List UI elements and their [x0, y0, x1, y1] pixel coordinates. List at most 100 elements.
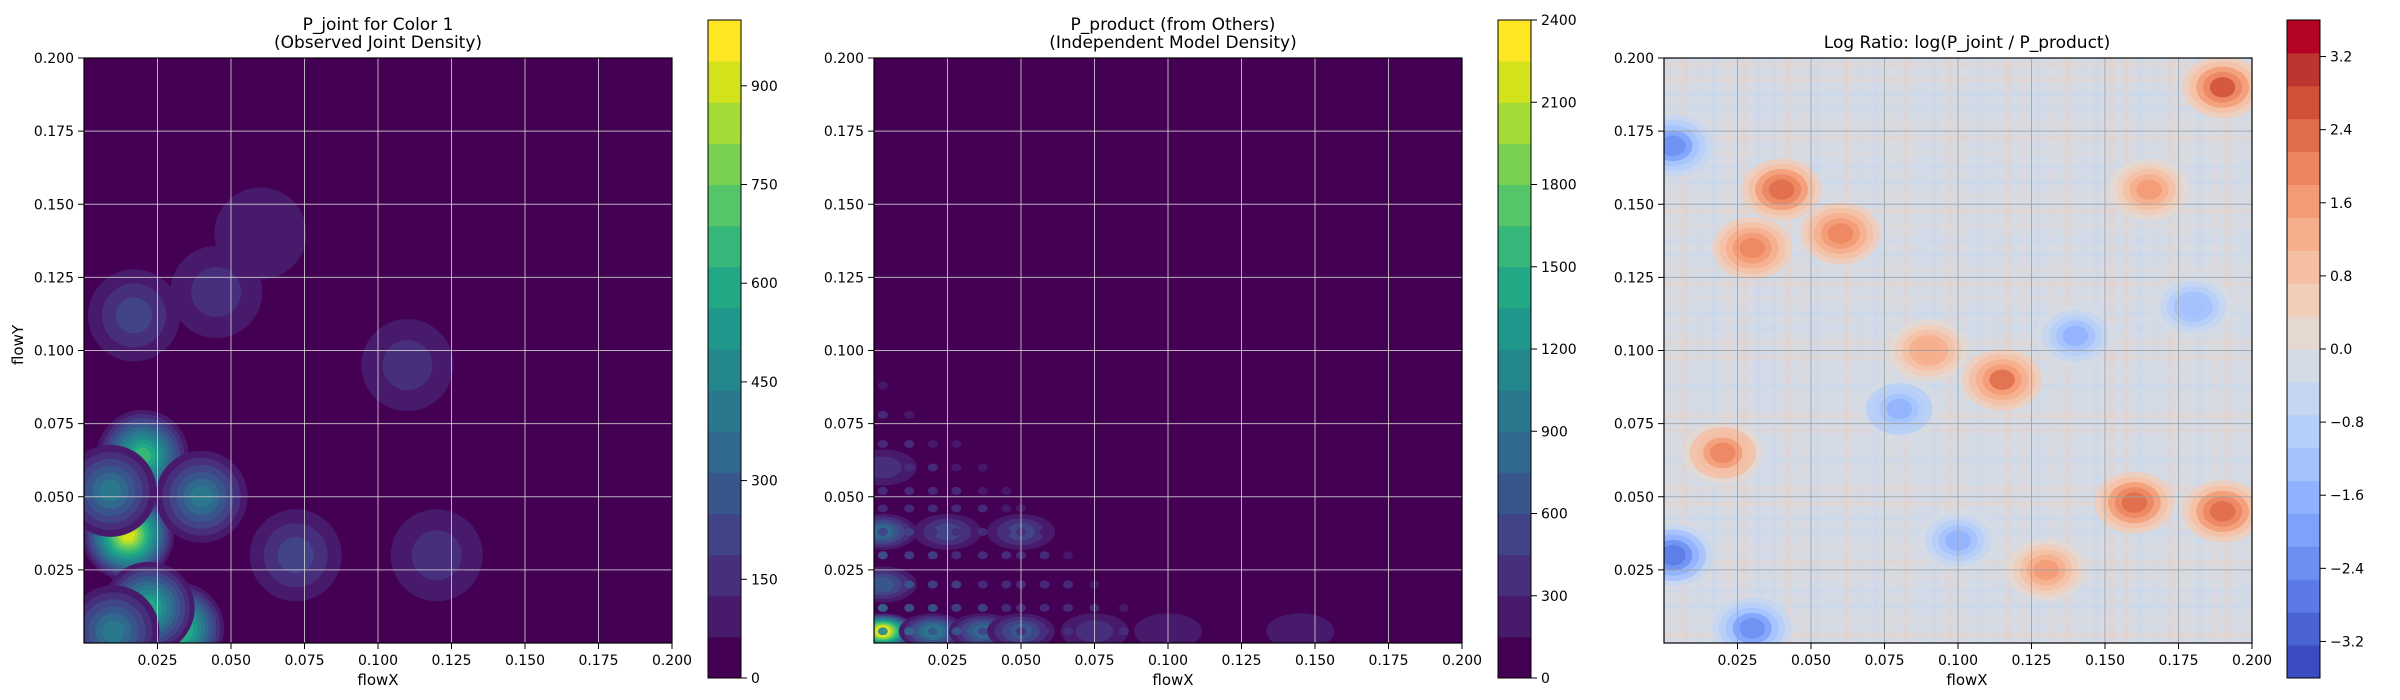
y-tick-label: 0.075: [34, 417, 74, 433]
y-tick-label: 0.175: [1614, 124, 1654, 140]
chart-title: P_product (from Others): [1071, 15, 1276, 35]
colorbar-tick-label: 0.8: [2330, 269, 2352, 285]
colorbar-band: [2287, 184, 2320, 218]
colorbar-band: [1498, 266, 1531, 309]
x-tick-label: 0.125: [431, 653, 471, 669]
density-peak: [390, 509, 483, 602]
x-tick-label: 0.125: [2011, 653, 2051, 669]
x-tick-label: 0.025: [137, 653, 177, 669]
colorbar-tick-label: 2400: [1541, 13, 1577, 29]
colorbar-band: [2287, 151, 2320, 185]
colorbar-band: [2287, 118, 2320, 153]
colorbar-tick-label: 3.2: [2330, 50, 2352, 66]
product-grid-pattern: [877, 381, 1173, 636]
colorbar-band: [2287, 316, 2320, 350]
positive-region: [2182, 58, 2252, 119]
y-tick-label: 0.050: [824, 490, 864, 506]
density-cell: [951, 486, 962, 495]
x-tick-label: 0.075: [284, 653, 324, 669]
density-cell: [1039, 627, 1050, 636]
colorbar-band: [1498, 20, 1531, 62]
density-peak: [214, 187, 307, 280]
positive-region: [2182, 480, 2252, 543]
colorbar-tick-label: −1.6: [2330, 488, 2364, 504]
x-tick-label: 0.150: [2085, 653, 2125, 669]
colorbar-band: [2287, 250, 2320, 284]
colorbar-band: [2287, 217, 2320, 251]
colorbar-band: [708, 143, 741, 185]
density-cell: [904, 551, 915, 560]
colorbar-band: [708, 61, 741, 103]
colorbar-tick-label: 300: [1541, 589, 1568, 605]
density-cell: [1001, 486, 1012, 495]
colorbar-frame: [707, 19, 742, 679]
x-tick-label: 0.150: [1295, 653, 1335, 669]
colorbar-band: [2287, 20, 2320, 54]
colorbar-band: [2287, 579, 2320, 613]
colorbar-tick-label: 0: [751, 671, 760, 687]
plot-area: 0.025 0.050 0.075 0.100 0.125 0.150 0.175 0.200…: [1614, 51, 2272, 669]
density-cell: [927, 463, 938, 472]
density-cell: [977, 504, 988, 513]
colorbar-band: [708, 431, 741, 473]
colorbar-band: [1498, 143, 1531, 185]
y-tick-label: 0.125: [824, 270, 864, 286]
colorbar: 0 150 300 450 600 750 900: [707, 19, 778, 687]
density-cell: [904, 440, 915, 449]
chart-subtitle: (Independent Model Density): [1049, 33, 1297, 53]
density-cell: [877, 551, 888, 560]
colorbar-band: [2287, 513, 2320, 547]
colorbar-tick-label: 2.4: [2330, 123, 2352, 139]
density-cell: [927, 440, 938, 449]
colorbar-band: [708, 184, 741, 227]
density-cell: [1118, 603, 1129, 612]
colorbar-band: [1498, 554, 1531, 597]
density-cell: [951, 603, 962, 612]
y-tick-label: 0.150: [824, 197, 864, 213]
colorbar-tick-label: 150: [751, 572, 778, 588]
colorbar-tick-label: 1800: [1541, 178, 1577, 194]
density-cell: [877, 486, 888, 495]
x-tick-label: 0.175: [2158, 653, 2198, 669]
colorbar-tick-label: −3.2: [2330, 634, 2364, 650]
panel-product-density: P_product (from Others) (Independent Mod…: [824, 13, 1577, 689]
density-peak: [874, 566, 917, 603]
x-axis-label: flowX: [357, 671, 398, 689]
density-cell: [927, 486, 938, 495]
colorbar-band: [2287, 480, 2320, 514]
density-cell: [904, 603, 915, 612]
colorbar-tick-label: 0: [1541, 671, 1550, 687]
colorbar-tick-label: 600: [1541, 507, 1568, 523]
y-tick-label: 0.075: [824, 417, 864, 433]
x-tick-label: 0.200: [652, 653, 692, 669]
colorbar-band: [2287, 349, 2320, 383]
colorbar-band: [708, 307, 741, 350]
density-cell: [927, 504, 938, 513]
colorbar-band: [708, 349, 741, 391]
y-tick-label: 0.025: [1614, 563, 1654, 579]
positive-region: [1962, 348, 2043, 411]
density-cell: [877, 580, 888, 589]
negative-region: [2035, 304, 2116, 367]
density-cell: [1001, 580, 1012, 589]
density-cell: [951, 627, 962, 636]
negative-region: [1712, 597, 1793, 643]
y-tick-label: 0.025: [824, 563, 864, 579]
y-tick-label: 0.100: [1614, 344, 1654, 360]
y-tick-label: 0.175: [34, 124, 74, 140]
density-cell: [1063, 551, 1074, 560]
density-cell: [927, 551, 938, 560]
colorbar-band: [1498, 513, 1531, 556]
x-tick-label: 0.075: [1074, 653, 1114, 669]
colorbar-band: [2287, 381, 2320, 416]
positive-region: [1712, 217, 1793, 280]
colorbar-tick-label: 750: [751, 178, 778, 194]
colorbar-band: [2287, 52, 2320, 87]
y-tick-label: 0.100: [824, 344, 864, 360]
negative-region: [1664, 114, 1713, 177]
density-cell: [951, 440, 962, 449]
density-cell: [904, 463, 915, 472]
density-cell: [977, 463, 988, 472]
colorbar-band: [708, 595, 741, 638]
